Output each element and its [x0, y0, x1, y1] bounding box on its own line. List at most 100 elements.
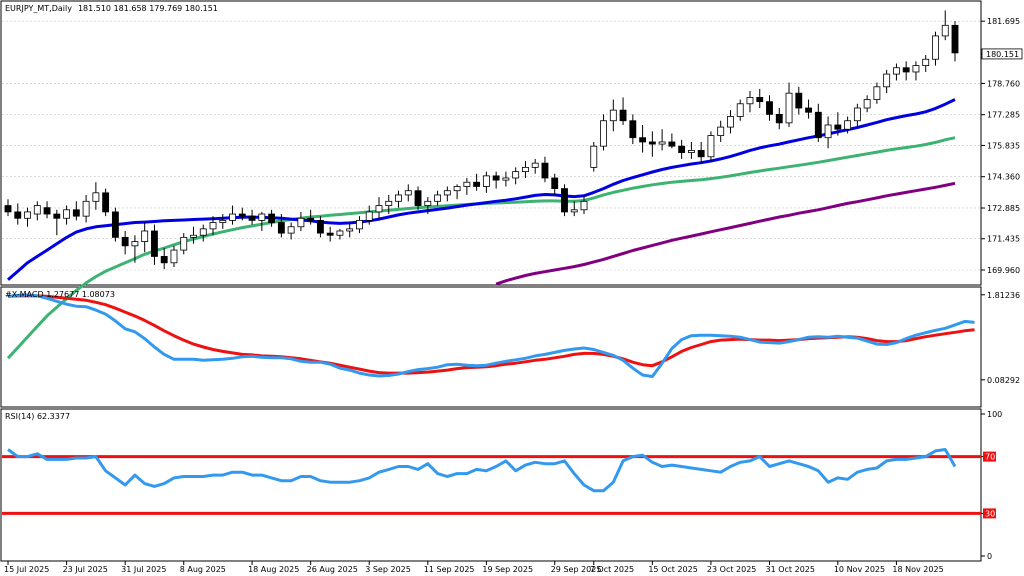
- candle: [336, 228, 344, 240]
- candle-body-down: [766, 101, 773, 115]
- candle: [190, 226, 197, 244]
- candle-body-down: [951, 24, 959, 54]
- candle: [199, 224, 207, 242]
- candle: [541, 156, 549, 183]
- candle: [697, 141, 705, 164]
- candle-body-up: [844, 120, 852, 130]
- candle: [658, 129, 666, 151]
- macd-tick-label: 1.81236: [987, 291, 1020, 300]
- candle: [258, 211, 266, 231]
- candle-body-down: [121, 236, 129, 247]
- candle-body-up: [824, 124, 832, 139]
- candle-body-down: [14, 211, 22, 219]
- candle-body-down: [648, 141, 656, 145]
- candle: [717, 120, 725, 142]
- price-tick-label: 178.760: [987, 79, 1020, 88]
- candle: [443, 186, 451, 202]
- macd-tick-label: 0.08292: [987, 376, 1020, 385]
- rsi-line: [7, 448, 957, 493]
- candle: [756, 88, 764, 109]
- candle: [932, 31, 939, 66]
- candle-body-up: [687, 150, 695, 153]
- candle-body-up: [727, 116, 734, 128]
- candle-body-down: [795, 92, 803, 109]
- time-tick-label: 8 Aug 2025: [180, 565, 226, 574]
- candle-body-up: [190, 234, 197, 238]
- candle: [111, 207, 119, 242]
- candle-body-up: [736, 103, 744, 117]
- candle-body-down: [814, 111, 822, 139]
- candle: [53, 209, 61, 236]
- candle-body-down: [72, 209, 80, 217]
- candle: [805, 99, 812, 119]
- candle: [356, 216, 363, 234]
- candle: [522, 161, 529, 178]
- candle-body-up: [609, 109, 617, 122]
- candle: [629, 114, 637, 145]
- price-tick-label: 174.360: [987, 173, 1020, 182]
- candle-body-up: [785, 92, 793, 124]
- candle: [785, 82, 793, 128]
- candle-body-up: [853, 107, 861, 122]
- candle: [570, 201, 578, 217]
- price-tick-label: 169.960: [987, 266, 1020, 275]
- candle-body-up: [531, 162, 539, 168]
- rsi-tick-label: 70: [985, 453, 995, 462]
- rsi-lines: [2, 448, 981, 515]
- candle: [580, 194, 588, 215]
- time-tick-label: 23 Jul 2025: [63, 565, 108, 574]
- candle: [775, 108, 783, 130]
- candle: [941, 10, 949, 41]
- candle-body-up: [336, 230, 344, 236]
- rsi-panel-frame: [0, 408, 982, 562]
- time-tick-label: 7 Oct 2025: [590, 565, 634, 574]
- candle-body-up: [395, 194, 402, 202]
- candle: [43, 201, 51, 219]
- candle: [795, 86, 803, 115]
- candle-body-up: [590, 145, 598, 168]
- rsi-level-tag: [983, 451, 996, 462]
- candle: [404, 184, 412, 202]
- candle: [951, 21, 959, 62]
- candle: [219, 214, 227, 229]
- candle-body-up: [199, 228, 207, 236]
- candle: [453, 184, 461, 200]
- candle-body-down: [4, 205, 12, 213]
- candle-body-up: [404, 190, 412, 196]
- candle: [746, 91, 754, 113]
- price-tick-label: 181.695: [987, 17, 1020, 26]
- price-tick-label: 171.435: [987, 235, 1020, 244]
- candle-body-up: [443, 190, 451, 196]
- candle: [619, 97, 627, 125]
- candle: [492, 171, 500, 189]
- time-tick-label: 26 Aug 2025: [307, 565, 358, 574]
- candle-body-down: [268, 213, 276, 223]
- candle: [63, 205, 71, 225]
- candle: [648, 131, 656, 157]
- candle: [922, 55, 930, 72]
- candle: [395, 190, 402, 208]
- candle-body-up: [512, 171, 520, 179]
- candle-body-up: [229, 213, 236, 221]
- candle-body-down: [151, 230, 158, 257]
- candle-body-down: [473, 181, 481, 187]
- candle-body-down: [629, 120, 637, 139]
- candle: [141, 222, 149, 253]
- candle-body-up: [522, 166, 529, 173]
- candle-body-up: [92, 192, 100, 202]
- time-tick-label: 31 Jul 2025: [121, 565, 166, 574]
- candle-body-down: [834, 124, 842, 130]
- candle: [463, 177, 471, 195]
- candle: [434, 190, 441, 206]
- candle: [4, 199, 12, 217]
- current-price-label: 180.151: [986, 50, 1019, 59]
- candle: [853, 103, 861, 128]
- candle: [814, 103, 822, 142]
- candle: [14, 203, 22, 225]
- candle: [766, 95, 773, 121]
- candle-body-down: [307, 217, 315, 221]
- candle-body-down: [248, 215, 256, 221]
- candle: [844, 116, 852, 134]
- candle: [678, 139, 686, 159]
- candle-body-up: [356, 219, 363, 230]
